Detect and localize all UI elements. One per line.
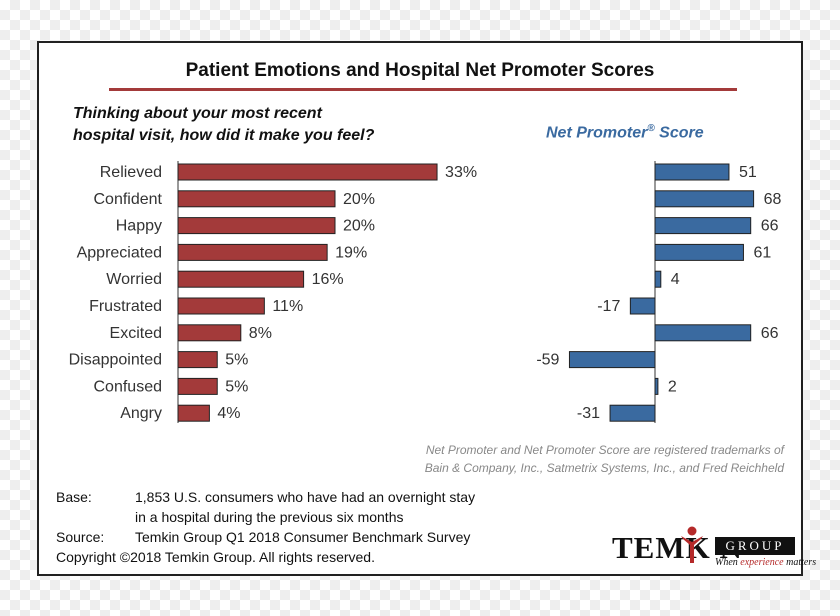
emotion-bar <box>177 217 336 235</box>
emotion-data-label: 4% <box>217 405 240 422</box>
logo-tagline-highlight: experience <box>740 557 784 568</box>
copyright: Copyright ©2018 Temkin Group. All rights… <box>56 549 375 565</box>
emotion-category-label: Frustrated <box>89 298 162 315</box>
logo-person-icon <box>681 526 703 563</box>
logo-tagline-post: matters <box>783 557 817 568</box>
emotion-data-label: 5% <box>225 378 248 395</box>
logo-group-text: GROUP <box>715 537 795 555</box>
base-line-1: 1,853 U.S. consumers who have had an ove… <box>135 489 476 505</box>
emotion-data-label: 33% <box>445 164 477 181</box>
emotion-category-label: Worried <box>106 271 162 288</box>
nps-bar <box>609 404 656 422</box>
nps-bar <box>654 324 752 342</box>
emotion-category-label: Confused <box>94 378 163 395</box>
nps-heading: Net Promoter® Score <box>546 123 704 142</box>
nps-bar <box>629 297 656 315</box>
nps-bar <box>568 351 656 369</box>
question-line-2: hospital visit, how did it make you feel… <box>73 127 375 144</box>
trademark-line-2: Bain & Company, Inc., Satmetrix Systems,… <box>424 461 784 475</box>
source-text: Temkin Group Q1 2018 Consumer Benchmark … <box>135 529 471 545</box>
nps-bar <box>654 163 730 181</box>
emotion-data-label: 20% <box>343 191 375 208</box>
emotion-category-label: Confident <box>94 191 163 208</box>
emotion-bar <box>177 351 218 369</box>
emotion-bar <box>177 190 336 208</box>
nps-bar <box>654 217 752 235</box>
emotion-data-label: 20% <box>343 218 375 235</box>
emotion-bar <box>177 243 328 261</box>
nps-bar <box>654 270 662 288</box>
emotion-data-label: 16% <box>312 271 344 288</box>
nps-data-label: 66 <box>761 325 779 342</box>
emotion-data-label: 11% <box>272 298 303 315</box>
chart-title: Patient Emotions and Hospital Net Promot… <box>185 60 655 81</box>
nps-data-label: -31 <box>577 405 600 422</box>
nps-data-label: 51 <box>739 164 757 181</box>
emotion-bar <box>177 297 265 315</box>
bar-charts: Relieved 33% Confident 20% Happy 20% Appreciat… <box>69 161 782 423</box>
base-line-2: in a hospital during the previous six mo… <box>135 509 404 525</box>
emotion-bar <box>177 377 218 395</box>
emotion-category-label: Happy <box>116 218 162 235</box>
source-label: Source: <box>56 529 105 545</box>
nps-data-label: 61 <box>753 244 771 261</box>
emotion-bar <box>177 270 305 288</box>
emotion-bar <box>177 324 242 342</box>
emotion-data-label: 5% <box>225 352 248 369</box>
temkin-group-logo: TEMK N GROUP When experience matters <box>612 526 816 571</box>
emotion-bar <box>177 404 210 422</box>
emotion-category-label: Appreciated <box>77 244 162 261</box>
nps-data-label: 66 <box>761 218 779 235</box>
chart-card: Patient Emotions and Hospital Net Promot… <box>37 41 816 576</box>
emotion-category-label: Excited <box>110 325 162 342</box>
trademark-line-1: Net Promoter and Net Promoter Score are … <box>425 443 784 457</box>
base-label: Base: <box>56 489 92 505</box>
nps-data-label: 4 <box>671 271 680 288</box>
nps-bar <box>654 190 755 208</box>
emotion-category-label: Disappointed <box>69 352 162 369</box>
question-line-1: Thinking about your most recent <box>73 105 322 122</box>
nps-data-label: 2 <box>668 378 677 395</box>
nps-heading-suffix: Score <box>654 124 704 142</box>
emotion-category-label: Relieved <box>100 164 162 181</box>
registered-mark: ® <box>647 123 655 134</box>
nps-heading-text: Net Promoter <box>546 124 648 142</box>
nps-data-label: -59 <box>536 352 559 369</box>
nps-data-label: 68 <box>764 191 782 208</box>
emotion-category-label: Angry <box>120 405 162 422</box>
nps-data-label: -17 <box>597 298 620 315</box>
emotion-bar <box>177 163 438 181</box>
emotion-data-label: 8% <box>249 325 272 342</box>
logo-tagline-pre: When <box>715 557 741 568</box>
title-rule <box>109 88 737 91</box>
nps-bar <box>654 243 744 261</box>
nps-bar <box>654 377 659 395</box>
emotion-data-label: 19% <box>335 244 367 261</box>
logo-tagline: When experience matters <box>715 557 816 568</box>
